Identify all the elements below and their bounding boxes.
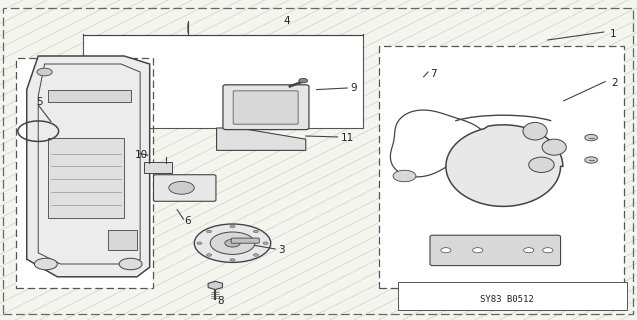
Circle shape <box>206 230 211 233</box>
Circle shape <box>34 258 57 270</box>
Circle shape <box>524 248 534 253</box>
FancyBboxPatch shape <box>430 235 561 266</box>
Text: 4: 4 <box>283 16 290 26</box>
Bar <box>16 58 153 288</box>
Bar <box>398 282 627 310</box>
Circle shape <box>263 242 268 244</box>
Circle shape <box>254 230 259 233</box>
Polygon shape <box>208 281 222 290</box>
Text: SY83 B0512: SY83 B0512 <box>480 295 533 304</box>
FancyBboxPatch shape <box>231 238 259 243</box>
Polygon shape <box>446 125 563 206</box>
FancyBboxPatch shape <box>154 175 216 201</box>
Circle shape <box>206 254 211 256</box>
Polygon shape <box>217 128 306 150</box>
Text: 9: 9 <box>350 83 357 93</box>
Text: 3: 3 <box>278 244 285 255</box>
Bar <box>108 230 137 250</box>
Bar <box>83 35 363 128</box>
Circle shape <box>254 254 259 256</box>
Circle shape <box>210 232 255 254</box>
Text: 8: 8 <box>217 296 224 306</box>
Bar <box>379 46 624 288</box>
Text: 2: 2 <box>612 78 618 88</box>
Circle shape <box>197 242 202 244</box>
Text: 6: 6 <box>185 216 191 226</box>
Circle shape <box>230 225 235 228</box>
Bar <box>48 138 124 218</box>
Bar <box>398 282 627 310</box>
FancyBboxPatch shape <box>223 85 309 130</box>
Circle shape <box>194 224 271 262</box>
FancyBboxPatch shape <box>233 91 298 124</box>
Circle shape <box>585 157 598 163</box>
Circle shape <box>473 248 483 253</box>
Circle shape <box>299 78 308 83</box>
Circle shape <box>441 248 451 253</box>
Bar <box>16 58 153 288</box>
Ellipse shape <box>529 157 554 172</box>
Ellipse shape <box>523 123 547 140</box>
Text: 11: 11 <box>341 132 354 143</box>
Polygon shape <box>27 56 150 277</box>
Text: 10: 10 <box>135 150 148 160</box>
Ellipse shape <box>542 139 566 155</box>
Text: 5: 5 <box>36 97 43 108</box>
Circle shape <box>230 259 235 261</box>
Circle shape <box>585 134 598 141</box>
Circle shape <box>169 181 194 194</box>
Circle shape <box>119 258 142 270</box>
Text: 7: 7 <box>430 68 436 79</box>
Bar <box>83 35 363 128</box>
Circle shape <box>543 248 553 253</box>
Circle shape <box>225 239 240 247</box>
Bar <box>48 90 131 102</box>
Circle shape <box>37 68 52 76</box>
Circle shape <box>393 170 416 182</box>
Text: 1: 1 <box>610 28 617 39</box>
Bar <box>379 46 624 288</box>
FancyBboxPatch shape <box>144 162 172 173</box>
